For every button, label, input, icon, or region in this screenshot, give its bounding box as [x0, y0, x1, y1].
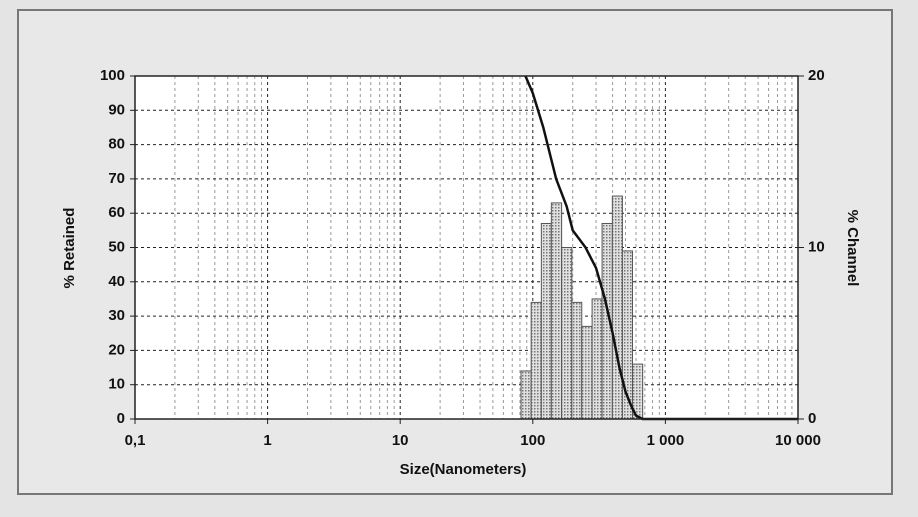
y-tick-label: 20	[108, 341, 125, 358]
y-tick-label: 10	[108, 376, 125, 393]
x-tick-label: 1	[263, 432, 271, 449]
bar	[561, 247, 573, 420]
y-axis-label: % Retained	[61, 208, 78, 289]
x-tick-label: 1 000	[647, 432, 685, 449]
y2-tick-label: 20	[808, 67, 825, 84]
cumulative-line	[524, 75, 798, 421]
x-tick-label: 100	[520, 432, 545, 449]
bar	[540, 222, 552, 420]
bar	[611, 195, 623, 420]
y-tick-label: 80	[108, 136, 125, 153]
x-tick-label: 10	[392, 432, 409, 449]
y-tick-label: 60	[108, 204, 125, 221]
y2-tick-label: 0	[808, 410, 816, 427]
x-tick-label: 0,1	[125, 432, 146, 449]
bar	[550, 202, 563, 420]
y-tick-label: 90	[108, 101, 125, 118]
y-tick-label: 100	[100, 67, 125, 84]
plot-frame	[134, 75, 799, 420]
x-tick-label: 10 000	[775, 432, 821, 449]
y-tick-label: 0	[117, 410, 125, 427]
bar	[581, 325, 593, 420]
x-axis-label: Size(Nanometers)	[400, 461, 527, 478]
bar	[571, 301, 583, 420]
y-tick-label: 70	[108, 170, 125, 187]
y-tick-label: 30	[108, 307, 125, 324]
y-tick-label: 50	[108, 238, 125, 255]
y2-axis-label: % Channel	[844, 210, 861, 287]
y2-tick-label: 10	[808, 238, 825, 255]
y-tick-label: 40	[108, 273, 125, 290]
bar	[591, 298, 603, 420]
bar	[520, 370, 532, 420]
bar	[530, 301, 542, 420]
